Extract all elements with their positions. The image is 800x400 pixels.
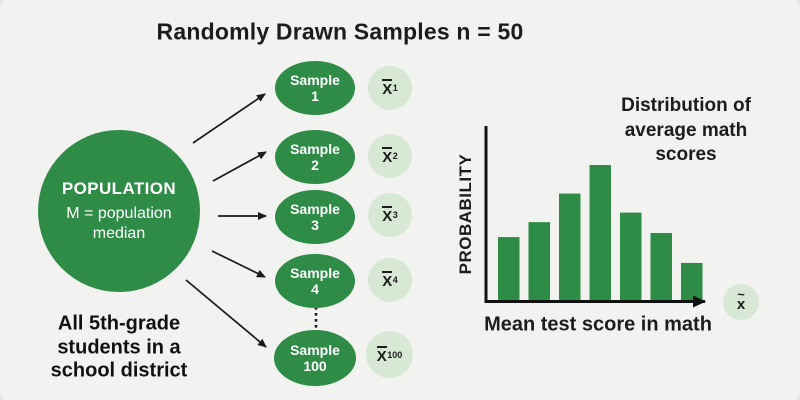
sample-1-ellipse: Sample 1 bbox=[275, 61, 355, 115]
y-axis-label: PROBABILITY bbox=[456, 153, 475, 275]
tilde-accent: ~ bbox=[737, 286, 745, 302]
population-circle: POPULATION M = population median bbox=[38, 130, 200, 292]
sampling-arrow bbox=[211, 250, 266, 278]
x-bar-symbol: X bbox=[382, 271, 393, 290]
x-tilde-badge: ~ x bbox=[723, 284, 759, 320]
x-bar-subscript: 100 bbox=[387, 349, 403, 360]
population-caption: All 5th-grade students in a school distr… bbox=[50, 312, 188, 382]
sampling-arrow bbox=[192, 93, 266, 144]
histogram-bars bbox=[498, 165, 703, 301]
x-bar-symbol: X bbox=[382, 147, 393, 166]
sampling-arrow bbox=[212, 151, 267, 182]
x-bar-subscript: 1 bbox=[392, 83, 398, 93]
population-label: POPULATION bbox=[61, 178, 177, 198]
sample-4-ellipse: Sample 4 bbox=[275, 254, 355, 308]
x-bar-symbol: X bbox=[382, 206, 393, 225]
x-bar-subscript: 4 bbox=[392, 275, 398, 285]
x-bar-subscript: 3 bbox=[392, 210, 398, 220]
sample-100-ellipse: Sample 100 bbox=[274, 330, 356, 386]
x-base: x bbox=[736, 295, 746, 313]
sample-mean-100-badge: X 100 bbox=[366, 331, 413, 378]
bar bbox=[498, 237, 520, 301]
population-sublabel: M = population median bbox=[66, 204, 172, 242]
bar bbox=[681, 262, 703, 301]
bar bbox=[589, 165, 611, 301]
chart-title: Distribution of average math scores bbox=[621, 94, 751, 166]
x-bar-symbol: X bbox=[382, 79, 393, 98]
x-bar-subscript: 2 bbox=[392, 151, 398, 161]
page-title: Randomly Drawn Samples n = 50 bbox=[156, 18, 524, 45]
bar bbox=[559, 193, 581, 301]
bar bbox=[528, 222, 550, 301]
sample-2-ellipse: Sample 2 bbox=[275, 130, 355, 184]
bar bbox=[620, 212, 642, 301]
x-axis-label: Mean test score in math bbox=[484, 313, 712, 336]
sample-3-ellipse: Sample 3 bbox=[275, 190, 355, 244]
bar bbox=[650, 233, 672, 301]
x-bar-symbol: X bbox=[376, 345, 387, 365]
